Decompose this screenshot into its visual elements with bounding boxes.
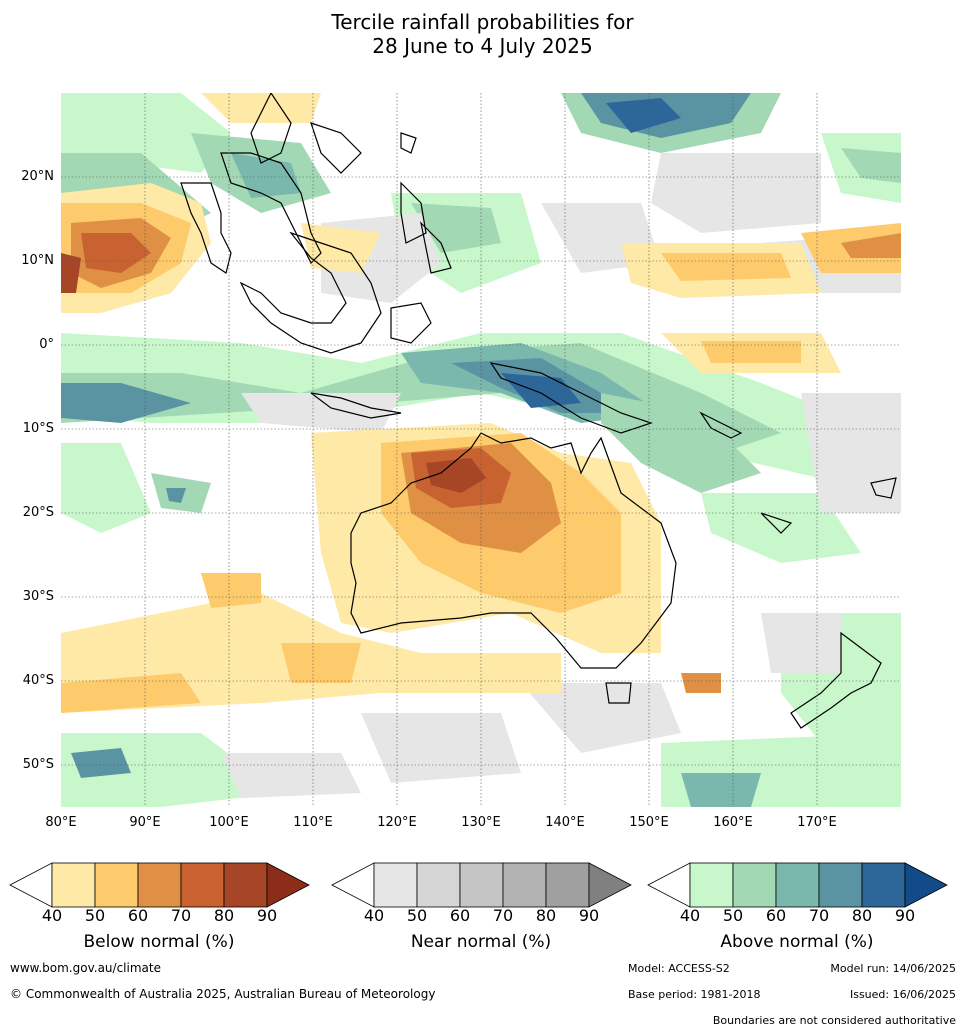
above-colorbar-swatch xyxy=(775,862,820,908)
lon-label-100e: 100°E xyxy=(209,815,249,830)
footer-copyright: © Commonwealth of Australia 2025, Austra… xyxy=(10,987,436,1001)
below-colorbar-swatch xyxy=(94,862,139,908)
below-tick-70: 70 xyxy=(170,906,192,925)
near-colorbar-swatch xyxy=(373,862,418,908)
above-tick-60: 60 xyxy=(765,906,787,925)
below-tick-40: 40 xyxy=(41,906,63,925)
above-colorbar-swatch xyxy=(732,862,777,908)
below-tick-60: 60 xyxy=(127,906,149,925)
near-normal-label: Near normal (%) xyxy=(410,932,552,952)
near-colorbar-under-triangle xyxy=(331,862,375,908)
near-tick-70: 70 xyxy=(492,906,514,925)
above-tick-80: 80 xyxy=(851,906,873,925)
lon-label-140e: 140°E xyxy=(545,815,585,830)
near-colorbar-over-triangle xyxy=(588,862,632,908)
near-normal-colorbar xyxy=(331,862,632,908)
near-tick-90: 90 xyxy=(578,906,600,925)
above-normal-colorbar xyxy=(647,862,948,908)
above-tick-90: 90 xyxy=(894,906,916,925)
footer-issued: Issued: 16/06/2025 xyxy=(849,988,956,1001)
footer-url[interactable]: www.bom.gov.au/climate xyxy=(10,961,161,975)
footer-disclaimer: Boundaries are not considered authoritat… xyxy=(712,1014,956,1027)
near-colorbar-swatch xyxy=(502,862,547,908)
below-tick-90: 90 xyxy=(256,906,278,925)
lat-label-0: 0° xyxy=(39,337,54,352)
above-colorbar-swatch xyxy=(689,862,734,908)
lat-label-20n: 20°N xyxy=(21,169,54,184)
below-tick-80: 80 xyxy=(213,906,235,925)
lat-label-50s: 50°S xyxy=(22,757,54,772)
above-colorbar-swatch xyxy=(861,862,906,908)
footer-base-period: Base period: 1981-2018 xyxy=(628,988,761,1001)
lat-label-40s: 40°S xyxy=(22,673,54,688)
above-tick-50: 50 xyxy=(722,906,744,925)
below-colorbar-under-triangle xyxy=(9,862,53,908)
below-tick-50: 50 xyxy=(84,906,106,925)
near-tick-60: 60 xyxy=(449,906,471,925)
below-normal-label: Below normal (%) xyxy=(83,932,235,952)
below-normal-colorbar xyxy=(9,862,310,908)
below-normal-regions xyxy=(61,93,901,713)
above-colorbar-over-triangle xyxy=(904,862,948,908)
below-colorbar-swatch xyxy=(223,862,268,908)
below-colorbar-over-triangle xyxy=(266,862,310,908)
lon-label-170e: 170°E xyxy=(797,815,837,830)
near-tick-50: 50 xyxy=(406,906,428,925)
lon-label-80e: 80°E xyxy=(45,815,77,830)
above-colorbar-swatch xyxy=(818,862,863,908)
near-tick-40: 40 xyxy=(363,906,385,925)
near-colorbar-swatch xyxy=(459,862,504,908)
chart-title-line1: Tercile rainfall probabilities for xyxy=(331,10,634,34)
below-colorbar-swatch xyxy=(137,862,182,908)
near-colorbar-swatch xyxy=(545,862,590,908)
lon-label-150e: 150°E xyxy=(629,815,669,830)
lat-label-30s: 30°S xyxy=(22,589,54,604)
lon-label-110e: 110°E xyxy=(293,815,333,830)
footer-model-run: Model run: 14/06/2025 xyxy=(830,962,956,975)
above-tick-40: 40 xyxy=(679,906,701,925)
lat-label-20s: 20°S xyxy=(22,505,54,520)
footer-model: Model: ACCESS-S2 xyxy=(628,962,730,975)
near-colorbar-swatch xyxy=(416,862,461,908)
lat-label-10s: 10°S xyxy=(22,421,54,436)
chart-title-line2: 28 June to 4 July 2025 xyxy=(372,34,593,58)
graticule xyxy=(61,93,901,807)
rainfall-probability-map xyxy=(61,93,901,807)
below-colorbar-swatch xyxy=(180,862,225,908)
lon-label-120e: 120°E xyxy=(377,815,417,830)
above-normal-label: Above normal (%) xyxy=(720,932,874,952)
lon-label-160e: 160°E xyxy=(713,815,753,830)
above-tick-70: 70 xyxy=(808,906,830,925)
below-colorbar-swatch xyxy=(51,862,96,908)
coastlines xyxy=(180,93,897,729)
lat-label-10n: 10°N xyxy=(21,253,54,268)
above-colorbar-under-triangle xyxy=(647,862,691,908)
lon-label-130e: 130°E xyxy=(461,815,501,830)
lon-label-90e: 90°E xyxy=(129,815,161,830)
near-tick-80: 80 xyxy=(535,906,557,925)
